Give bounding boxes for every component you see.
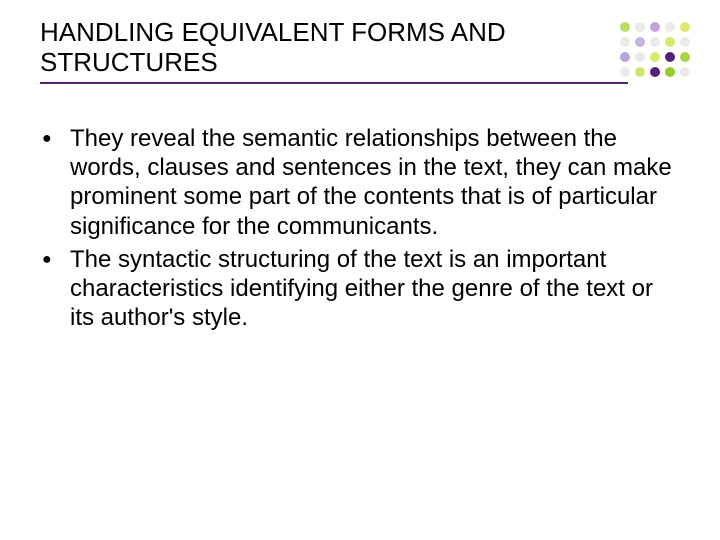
bullet-dot-icon: ● [40, 245, 70, 274]
decorative-dot [635, 52, 645, 62]
decorative-dot [650, 52, 660, 62]
list-item: ● They reveal the semantic relationships… [40, 124, 680, 241]
decorative-dot [665, 37, 675, 47]
content-area: ● They reveal the semantic relationships… [40, 124, 680, 333]
slide: HANDLING EQUIVALENT FORMS AND STRUCTURES… [0, 0, 720, 540]
decorative-dot [635, 37, 645, 47]
decorative-dot [620, 37, 630, 47]
decorative-dot [650, 67, 660, 77]
decorative-dot [635, 22, 645, 32]
bullet-text: The syntactic structuring of the text is… [70, 245, 680, 333]
bullet-text: They reveal the semantic relationships b… [70, 124, 680, 241]
decorative-dot [620, 52, 630, 62]
decorative-dot-grid [620, 22, 692, 79]
decorative-dot [665, 67, 675, 77]
decorative-dot [680, 67, 690, 77]
decorative-dot [665, 52, 675, 62]
decorative-dot [680, 52, 690, 62]
decorative-dot [665, 22, 675, 32]
decorative-dot [620, 22, 630, 32]
decorative-dot [680, 37, 690, 47]
decorative-dot [620, 67, 630, 77]
bullet-dot-icon: ● [40, 124, 70, 153]
decorative-dot [650, 37, 660, 47]
title-underline [40, 82, 628, 84]
slide-title: HANDLING EQUIVALENT FORMS AND STRUCTURES [40, 18, 680, 86]
list-item: ● The syntactic structuring of the text … [40, 245, 680, 333]
decorative-dot [650, 22, 660, 32]
decorative-dot [635, 67, 645, 77]
decorative-dot [680, 22, 690, 32]
